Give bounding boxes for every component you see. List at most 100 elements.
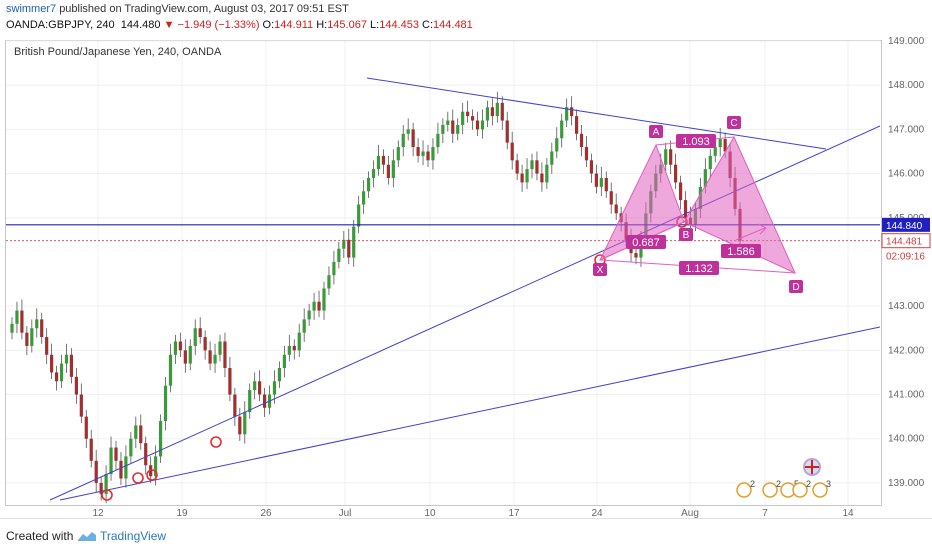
candle: [173, 334, 178, 365]
candle: [446, 111, 450, 132]
candle-body: [228, 368, 232, 395]
candle: [461, 102, 465, 135]
price-axis: [882, 41, 932, 505]
candle: [466, 100, 470, 123]
candle: [213, 343, 217, 373]
y-tick-label: 149.000: [888, 36, 925, 47]
candle-body: [213, 354, 217, 364]
candle-body: [233, 394, 237, 417]
event-count: 2: [806, 479, 811, 489]
candle-body: [466, 111, 470, 117]
candle-body: [154, 456, 158, 477]
candle: [332, 250, 336, 285]
candle-body: [396, 147, 400, 161]
candle: [604, 171, 608, 198]
candle-body: [634, 253, 638, 258]
y-tick-label: 148.000: [888, 80, 925, 91]
low-label: L:: [370, 19, 380, 31]
price-chart[interactable]: 12 19 26 Jul 10 17 24 Aug 7 14 X A B C D 0.687 1.093 1.58…: [0, 0, 932, 520]
candle-body: [243, 412, 247, 435]
y-tick-label: 142.000: [888, 345, 925, 356]
candle: [426, 144, 430, 167]
candle: [470, 109, 475, 130]
candle: [282, 345, 286, 378]
chart-title: British Pound/Japanese Yen, 240, OANDA: [14, 46, 222, 58]
candle: [589, 153, 594, 183]
close-value: 144.481: [433, 19, 473, 31]
candle: [381, 149, 386, 175]
candle-body: [158, 421, 163, 457]
candle-body: [40, 319, 44, 338]
candle-body: [540, 173, 544, 183]
created-with-text: Created with: [6, 529, 74, 543]
y-tick-label: 147.000: [888, 124, 925, 135]
candle-body: [461, 111, 465, 125]
candle: [416, 138, 420, 163]
candle-body: [238, 416, 242, 435]
candle: [262, 387, 267, 418]
projection-arrow-head: [757, 223, 767, 235]
candle-body: [609, 191, 613, 205]
symbol-info: OANDA:GBPJPY, 240: [6, 19, 115, 31]
candle: [79, 383, 83, 424]
candle: [277, 361, 282, 388]
candle-body: [366, 177, 371, 192]
x-tick-label: 10: [424, 508, 436, 519]
pattern-point-badge: [593, 263, 607, 276]
candle: [678, 175, 683, 210]
candle-body: [337, 248, 341, 262]
candle: [109, 436, 113, 481]
level-price-badge: [882, 217, 930, 232]
candle-body: [456, 124, 460, 134]
pattern-point-badge: [789, 280, 803, 293]
candle: [574, 109, 579, 141]
candle-body: [332, 261, 336, 276]
candle-body: [277, 368, 282, 382]
candle-body: [584, 147, 589, 161]
candle: [163, 376, 168, 431]
candle-body: [322, 288, 326, 311]
candle-body: [475, 120, 480, 130]
candle-body: [485, 107, 490, 121]
candle: [431, 138, 435, 170]
candle-body: [248, 390, 252, 413]
event-icon: [736, 482, 752, 498]
candle-body: [193, 328, 197, 346]
candle: [59, 354, 64, 388]
candle: [357, 195, 361, 234]
candle-body: [376, 155, 381, 170]
candle-body: [99, 482, 103, 494]
author-link[interactable]: swimmer7: [6, 3, 57, 15]
candle: [223, 332, 227, 378]
candle: [287, 334, 291, 362]
candle: [520, 164, 524, 192]
candle: [258, 370, 262, 402]
candle: [25, 326, 29, 356]
open-label: O:: [262, 19, 275, 31]
candle-body: [347, 239, 351, 258]
candle: [203, 330, 207, 360]
candle: [708, 149, 712, 179]
candle-body: [54, 372, 59, 382]
candle: [89, 429, 93, 468]
candle-body: [535, 160, 539, 174]
candle-body: [50, 354, 54, 373]
candle-body: [198, 328, 202, 338]
tradingview-brand[interactable]: TradingView: [100, 529, 167, 543]
candle-body: [678, 182, 683, 201]
candle: [352, 219, 356, 267]
candle-body: [525, 169, 529, 183]
candle-body: [674, 164, 678, 183]
candle-body: [371, 169, 376, 178]
event-icon: [762, 482, 778, 498]
high-label: H:: [316, 19, 328, 31]
candle: [35, 308, 39, 338]
candle: [396, 140, 400, 167]
candle-body: [436, 133, 440, 148]
candle-body: [416, 147, 420, 156]
candle-body: [708, 155, 712, 170]
candle-body: [505, 120, 509, 143]
candle-body: [327, 275, 331, 289]
last-price-badge: [881, 233, 931, 249]
candle-body: [302, 319, 306, 333]
